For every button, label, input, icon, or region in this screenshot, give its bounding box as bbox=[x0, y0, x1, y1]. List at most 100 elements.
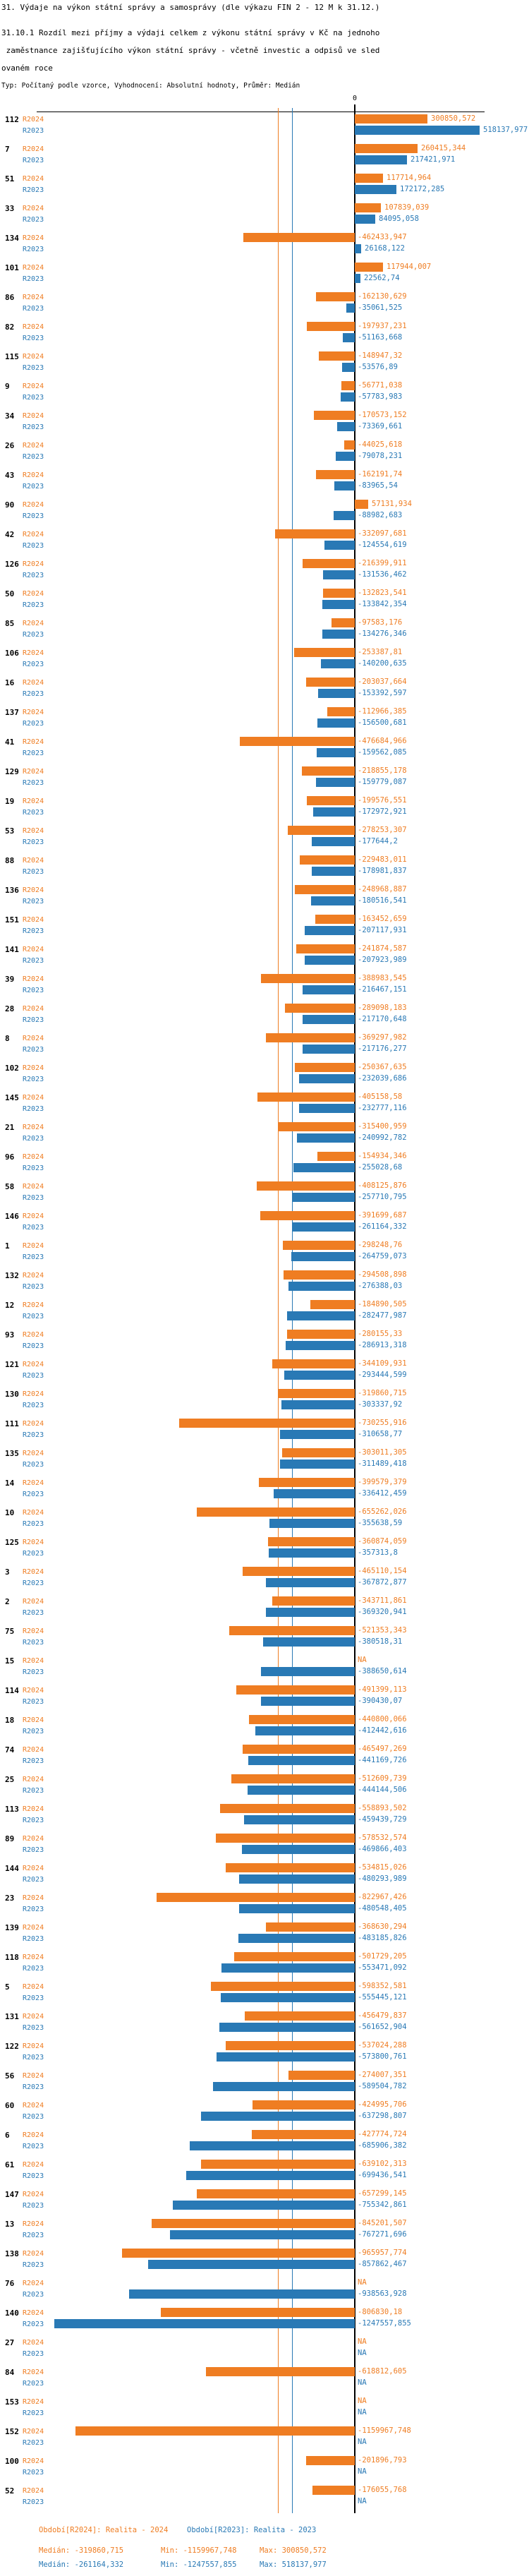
series-label-r2023: R2023 bbox=[23, 2321, 44, 2328]
value-label-r2023: -441169,726 bbox=[358, 1756, 407, 1764]
value-label-r2024: -465110,154 bbox=[358, 1567, 407, 1575]
series-label-r2024: R2024 bbox=[23, 353, 44, 361]
bar-r2023 bbox=[355, 274, 360, 283]
value-label-r2024: -216399,911 bbox=[358, 559, 407, 567]
value-label-r2023: -336412,459 bbox=[358, 1489, 407, 1498]
value-label-r2024: -315400,959 bbox=[358, 1122, 407, 1131]
series-label-r2023: R2023 bbox=[23, 2291, 44, 2299]
series-label-r2024: R2024 bbox=[23, 768, 44, 776]
bar-r2024 bbox=[355, 174, 383, 183]
bar-r2024 bbox=[201, 2160, 355, 2169]
bar-r2024 bbox=[355, 203, 381, 212]
value-label-r2023: -699436,541 bbox=[358, 2171, 407, 2179]
value-label-r2023: -53576,89 bbox=[358, 363, 398, 371]
series-label-r2023: R2023 bbox=[23, 1787, 44, 1795]
bar-r2024 bbox=[319, 351, 355, 361]
series-label-r2024: R2024 bbox=[23, 1183, 44, 1191]
value-label-r2023: -483185,826 bbox=[358, 1934, 407, 1942]
series-label-r2024: R2024 bbox=[23, 2339, 44, 2347]
bar-r2024 bbox=[287, 1330, 355, 1339]
value-label-r2024: -303011,305 bbox=[358, 1448, 407, 1457]
row-id-label: 52 bbox=[5, 2486, 15, 2496]
bar-r2023 bbox=[317, 718, 355, 728]
zero-baseline bbox=[354, 112, 355, 2513]
value-label-r2023: -172972,921 bbox=[358, 807, 407, 816]
row-id-label: 86 bbox=[5, 293, 15, 302]
bar-r2024 bbox=[355, 263, 383, 272]
bar-r2024 bbox=[243, 233, 355, 242]
series-label-r2023: R2023 bbox=[23, 1283, 44, 1291]
value-label-r2023: -938563,928 bbox=[358, 2289, 407, 2298]
row-id-label: 112 bbox=[5, 115, 19, 124]
series-label-r2024: R2024 bbox=[23, 2161, 44, 2169]
series-label-r2024: R2024 bbox=[23, 501, 44, 509]
value-label-r2023: -685906,382 bbox=[358, 2141, 407, 2150]
series-label-r2023: R2023 bbox=[23, 275, 44, 283]
series-label-r2023: R2023 bbox=[23, 246, 44, 253]
value-label-r2023: -637298,807 bbox=[358, 2112, 407, 2120]
series-label-r2023: R2023 bbox=[23, 987, 44, 994]
series-label-r2023: R2023 bbox=[23, 601, 44, 609]
series-label-r2024: R2024 bbox=[23, 1361, 44, 1368]
series-label-r2023: R2023 bbox=[23, 483, 44, 490]
series-label-r2024: R2024 bbox=[23, 442, 44, 450]
value-label-r2024: -170573,152 bbox=[358, 411, 407, 419]
row-id-label: 34 bbox=[5, 411, 15, 421]
median-line-r2023 bbox=[292, 108, 293, 2513]
row-id-label: 114 bbox=[5, 1686, 19, 1695]
value-label-r2023: -57783,983 bbox=[358, 392, 403, 401]
bar-r2023 bbox=[148, 2260, 355, 2269]
value-label-r2024: -278253,307 bbox=[358, 826, 407, 834]
bar-r2024 bbox=[243, 1745, 355, 1754]
bar-r2023 bbox=[291, 1252, 355, 1261]
series-label-r2023: R2023 bbox=[23, 898, 44, 905]
series-label-r2024: R2024 bbox=[23, 946, 44, 953]
bar-r2023 bbox=[318, 689, 355, 698]
series-label-r2023: R2023 bbox=[23, 1342, 44, 1350]
bar-r2023 bbox=[213, 2082, 355, 2091]
value-label-r2023: 22562,74 bbox=[364, 274, 400, 282]
value-label-r2023: -264759,073 bbox=[358, 1252, 407, 1260]
value-label-r2023: -286913,318 bbox=[358, 1341, 407, 1349]
series-label-r2023: R2023 bbox=[23, 1609, 44, 1617]
bar-r2023 bbox=[316, 778, 355, 787]
series-label-r2024: R2024 bbox=[23, 1450, 44, 1457]
bar-r2023 bbox=[346, 303, 355, 313]
series-label-r2023: R2023 bbox=[23, 1698, 44, 1706]
page-subtitle-line2: zaměstnance zajišťujícího výkon státní s… bbox=[1, 46, 380, 55]
value-label-r2024: -176055,768 bbox=[358, 2486, 407, 2494]
series-label-r2024: R2024 bbox=[23, 857, 44, 865]
row-id-label: 19 bbox=[5, 797, 15, 806]
bar-r2024 bbox=[216, 1834, 355, 1843]
bar-r2023 bbox=[281, 1400, 355, 1409]
bar-r2023 bbox=[293, 1163, 355, 1172]
bar-r2024 bbox=[257, 1181, 355, 1191]
row-id-label: 88 bbox=[5, 856, 15, 865]
row-id-label: 56 bbox=[5, 2071, 15, 2081]
series-label-r2024: R2024 bbox=[23, 205, 44, 212]
bar-r2023 bbox=[263, 1637, 355, 1647]
series-label-r2023: R2023 bbox=[23, 157, 44, 164]
series-label-r2023: R2023 bbox=[23, 2439, 44, 2447]
value-label-r2023: -79078,231 bbox=[358, 452, 403, 460]
value-label-r2023: -217176,277 bbox=[358, 1045, 407, 1053]
stat-median-r2023: Medián: -261164,332 bbox=[39, 2560, 124, 2569]
series-label-r2024: R2024 bbox=[23, 1242, 44, 1250]
row-id-label: 135 bbox=[5, 1449, 19, 1458]
bar-r2023 bbox=[324, 541, 355, 550]
median-line-r2024 bbox=[278, 108, 279, 2513]
value-label-r2024: -332097,681 bbox=[358, 529, 407, 538]
series-label-r2023: R2023 bbox=[23, 2469, 44, 2476]
series-label-r2024: R2024 bbox=[23, 383, 44, 390]
value-label-r2023: -216467,151 bbox=[358, 985, 407, 994]
series-label-r2023: R2023 bbox=[23, 1579, 44, 1587]
series-label-r2024: R2024 bbox=[23, 1805, 44, 1813]
value-label-r2024: -388983,545 bbox=[358, 974, 407, 982]
row-id-label: 152 bbox=[5, 2427, 19, 2436]
series-label-r2023: R2023 bbox=[23, 1372, 44, 1380]
row-id-label: 76 bbox=[5, 2279, 15, 2288]
row-id-label: 8 bbox=[5, 1034, 10, 1043]
row-id-label: 75 bbox=[5, 1627, 15, 1636]
value-label-r2024: -521353,343 bbox=[358, 1626, 407, 1635]
value-label-r2023: 518137,977 bbox=[483, 126, 528, 134]
